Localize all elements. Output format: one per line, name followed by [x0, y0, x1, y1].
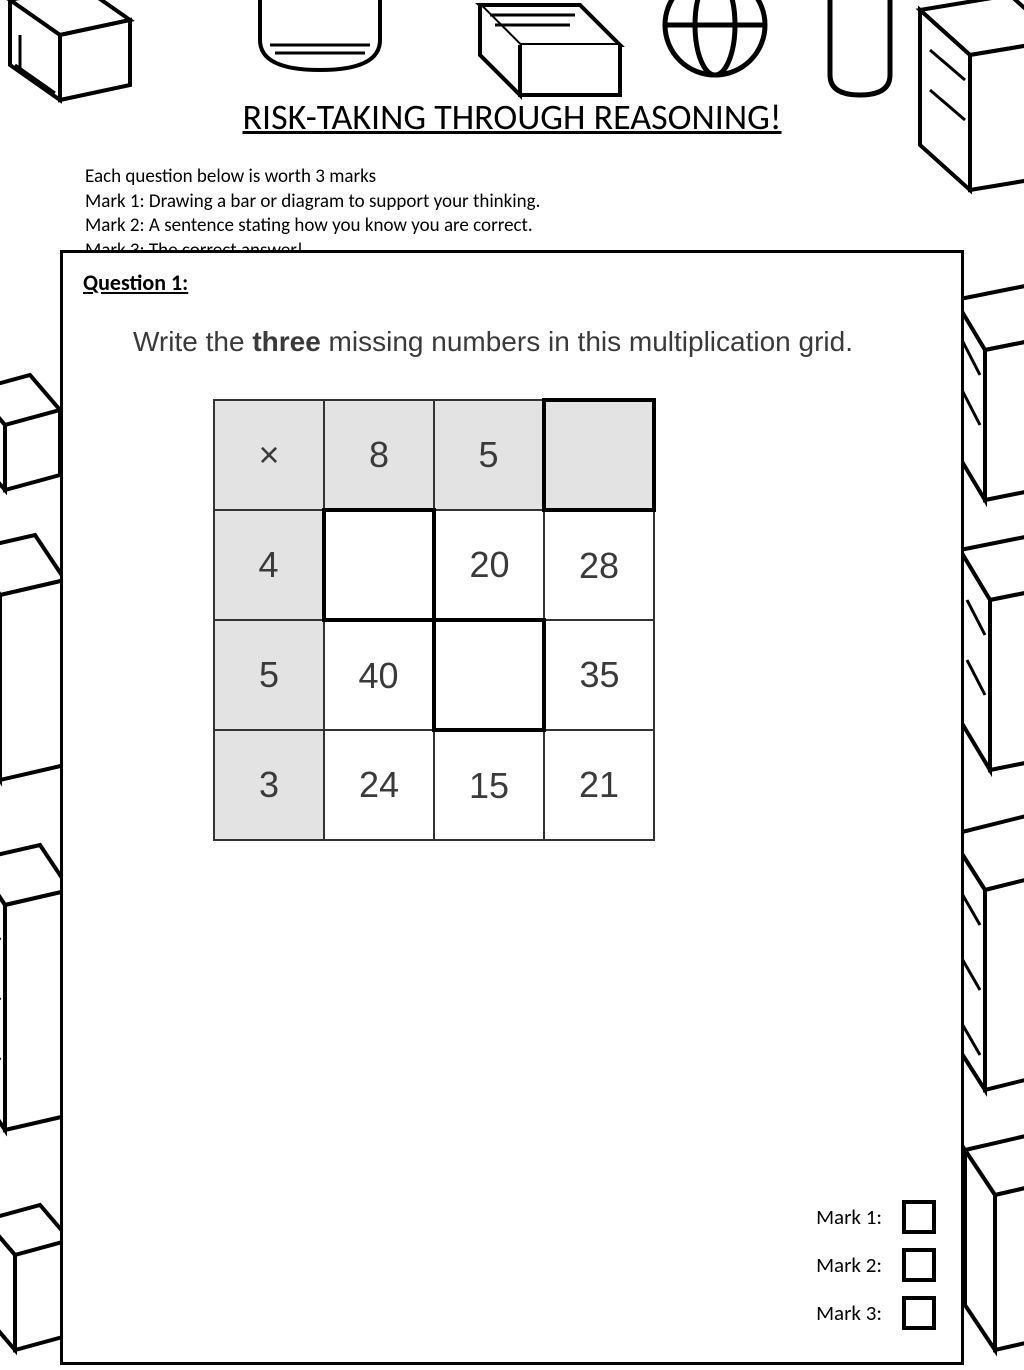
mark-1-label: Mark 1: — [816, 1204, 882, 1230]
grid-cell-0-1: 8 — [324, 400, 434, 510]
mark-2-checkbox[interactable] — [902, 1248, 936, 1282]
grid-cell-0-2: 5 — [434, 400, 544, 510]
doodle-right-2 — [955, 530, 1024, 790]
mark-row-1: Mark 1: — [816, 1200, 936, 1234]
mark-1-checkbox[interactable] — [902, 1200, 936, 1234]
doodle-top-4 — [790, 0, 930, 105]
doodle-top-3 — [630, 0, 800, 100]
prompt-post: missing numbers in this multiplication g… — [321, 326, 853, 357]
title-text: RISK-TAKING THROUGH REASONING! — [242, 95, 781, 139]
mark-row-2: Mark 2: — [816, 1248, 936, 1282]
grid-cell-3-2: 15 — [434, 730, 544, 840]
intro-line-1: Each question below is worth 3 marks — [85, 165, 540, 190]
intro-line-3: Mark 2: A sentence stating how you know … — [85, 214, 540, 239]
multiplication-grid: ×8542028540353241521 — [213, 398, 941, 841]
marks-block: Mark 1: Mark 2: Mark 3: — [816, 1186, 936, 1344]
grid-cell-2-0: 5 — [214, 620, 324, 730]
doodle-right-4 — [960, 1130, 1024, 1370]
mark-3-checkbox[interactable] — [902, 1296, 936, 1330]
mark-3-label: Mark 3: — [816, 1300, 882, 1326]
page-title: RISK-TAKING THROUGH REASONING! — [0, 95, 1024, 139]
question-prompt: Write the three missing numbers in this … — [133, 326, 941, 358]
prompt-bold: three — [252, 326, 320, 357]
grid-cell-3-1: 24 — [324, 730, 434, 840]
mark-2-label: Mark 2: — [816, 1252, 882, 1278]
grid-cell-3-3: 21 — [544, 730, 654, 840]
grid-cell-0-0: × — [214, 400, 324, 510]
grid-cell-1-1[interactable] — [324, 510, 434, 620]
grid-cell-1-2: 20 — [434, 510, 544, 620]
intro-line-2: Mark 1: Drawing a bar or diagram to supp… — [85, 190, 540, 215]
doodle-top-2 — [460, 0, 640, 105]
grid-cell-1-0: 4 — [214, 510, 324, 620]
grid-cell-1-3: 28 — [544, 510, 654, 620]
grid-cell-2-1: 40 — [324, 620, 434, 730]
intro-block: Each question below is worth 3 marks Mar… — [85, 165, 540, 264]
mark-row-3: Mark 3: — [816, 1296, 936, 1330]
grid-cell-3-0: 3 — [214, 730, 324, 840]
grid-cell-2-2[interactable] — [434, 620, 544, 730]
question-label: Question 1: — [83, 269, 941, 296]
grid-cell-0-3[interactable] — [544, 400, 654, 510]
question-panel: Question 1: Write the three missing numb… — [60, 250, 964, 1365]
prompt-pre: Write the — [133, 326, 252, 357]
grid-cell-2-3: 35 — [544, 620, 654, 730]
doodle-top-1 — [210, 0, 440, 95]
